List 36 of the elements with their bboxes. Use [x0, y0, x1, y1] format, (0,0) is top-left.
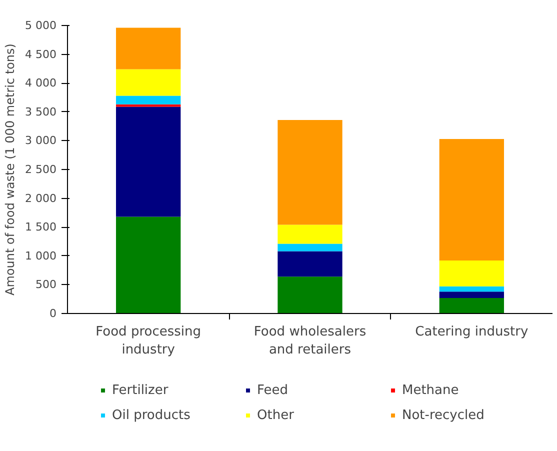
- y-tick-label: 3 000: [25, 134, 57, 148]
- y-tick-label: 2 500: [25, 163, 57, 176]
- legend-label: Fertilizer: [112, 382, 170, 398]
- legend-label: Other: [257, 408, 295, 422]
- bar: [278, 276, 342, 314]
- y-tick-label: 4 500: [25, 48, 57, 61]
- bar: [439, 138, 504, 261]
- y-tick-label: 0: [50, 307, 56, 320]
- x-tick-label: Food wholesalers and retailers: [254, 324, 366, 358]
- y-tick-label: 4 000: [25, 76, 57, 90]
- bar: [116, 216, 181, 314]
- x-tick-label: Food processing industry: [96, 324, 202, 358]
- y-tick-label: 500: [36, 278, 57, 292]
- legend-label: Oil products: [112, 408, 192, 422]
- y-axis-title: Amount of food waste (1 000 metric tons): [3, 44, 18, 296]
- bar: [278, 244, 342, 252]
- legend-label: Not-recycled: [402, 408, 486, 422]
- y-tick-label: 1 000: [25, 249, 57, 262]
- bar: [116, 106, 181, 217]
- bar: [439, 298, 504, 314]
- bar: [278, 251, 342, 277]
- y-tick-label: 3 500: [25, 105, 57, 118]
- bar: [116, 28, 181, 70]
- bar: [116, 96, 181, 104]
- x-tick-label: Catering industry: [415, 324, 528, 340]
- bar: [116, 69, 181, 96]
- y-tick-label: 2 000: [25, 192, 57, 205]
- bar: [278, 224, 342, 244]
- y-tick-label: 5 000: [25, 19, 57, 32]
- y-tick-label: 1 500: [25, 220, 57, 234]
- bar: [439, 286, 504, 292]
- bar: [439, 260, 504, 286]
- bar: [439, 292, 504, 298]
- legend-label: Methane: [402, 382, 460, 398]
- bar: [278, 120, 342, 225]
- legend-label: Feed: [257, 382, 290, 398]
